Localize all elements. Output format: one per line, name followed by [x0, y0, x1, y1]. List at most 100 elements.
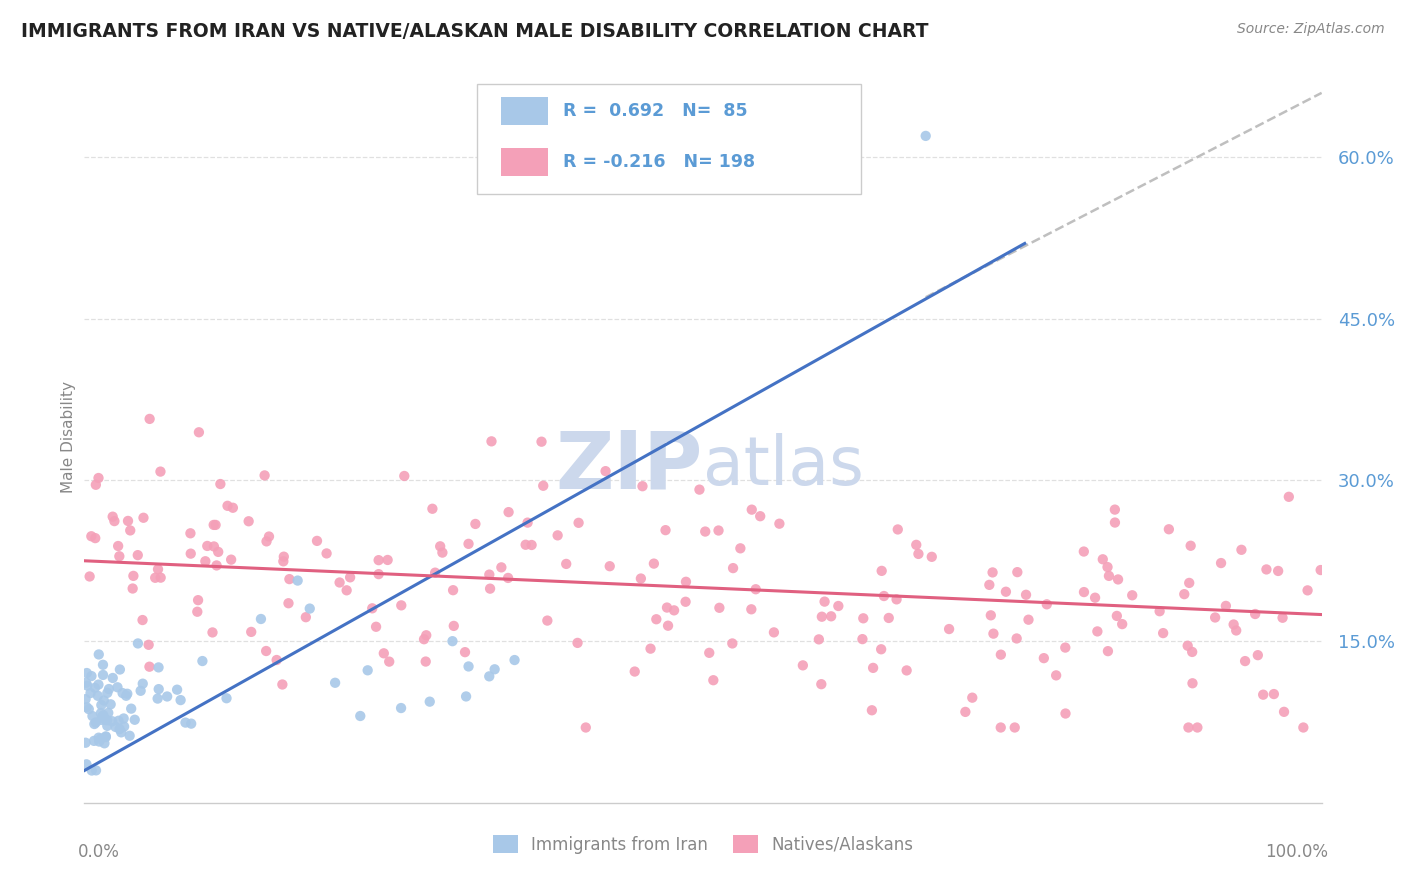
Point	[87, 648, 110, 662]
Point	[1173, 587, 1195, 601]
Point	[377, 553, 399, 567]
Point	[675, 574, 697, 589]
Point	[305, 533, 328, 548]
Point	[994, 584, 1017, 599]
Point	[1073, 544, 1095, 558]
Point	[655, 600, 678, 615]
Point	[531, 479, 554, 493]
Point	[83, 681, 105, 695]
Point	[520, 538, 543, 552]
Point	[1272, 705, 1295, 719]
Point	[415, 655, 437, 669]
Point	[240, 624, 263, 639]
Point	[870, 564, 893, 578]
Point	[457, 537, 479, 551]
Point	[107, 539, 129, 553]
Point	[516, 516, 538, 530]
Point	[429, 539, 451, 553]
Point	[457, 659, 479, 673]
Point	[479, 582, 502, 596]
Point	[101, 509, 124, 524]
Point	[1247, 648, 1270, 662]
Point	[367, 553, 389, 567]
Point	[1222, 617, 1244, 632]
Point	[186, 605, 208, 619]
Point	[389, 701, 412, 715]
Point	[1215, 599, 1237, 613]
Point	[79, 569, 101, 583]
Point	[111, 686, 134, 700]
Point	[536, 614, 558, 628]
Point	[127, 636, 149, 650]
Point	[148, 660, 170, 674]
Text: Source: ZipAtlas.com: Source: ZipAtlas.com	[1237, 22, 1385, 37]
Point	[124, 713, 146, 727]
Point	[96, 686, 118, 700]
Point	[1230, 542, 1253, 557]
Point	[983, 626, 1005, 640]
Point	[441, 634, 464, 648]
Point	[87, 677, 110, 691]
Point	[121, 582, 143, 596]
Point	[100, 698, 122, 712]
Point	[207, 545, 229, 559]
Point	[1054, 640, 1077, 655]
Point	[1296, 583, 1319, 598]
Point	[1036, 597, 1059, 611]
Point	[810, 677, 832, 691]
Point	[87, 731, 110, 745]
Point	[568, 516, 591, 530]
FancyBboxPatch shape	[477, 84, 862, 194]
Point	[148, 682, 170, 697]
Point	[697, 646, 720, 660]
Point	[273, 554, 295, 568]
Point	[645, 612, 668, 626]
Point	[76, 700, 98, 714]
Point	[93, 736, 115, 750]
Point	[90, 713, 112, 727]
Point	[914, 128, 936, 143]
Point	[1097, 644, 1119, 658]
Point	[149, 465, 172, 479]
Point	[138, 638, 160, 652]
Point	[820, 609, 842, 624]
Point	[907, 547, 929, 561]
Point	[94, 730, 117, 744]
Point	[1234, 654, 1257, 668]
Point	[1149, 604, 1171, 618]
Point	[1271, 611, 1294, 625]
Point	[657, 618, 679, 632]
Point	[896, 664, 918, 678]
Point	[132, 510, 155, 524]
Point	[132, 676, 155, 690]
Point	[1032, 651, 1054, 665]
Point	[1178, 575, 1201, 590]
Point	[76, 666, 98, 681]
Point	[367, 567, 389, 582]
Point	[599, 559, 621, 574]
Point	[595, 464, 617, 478]
Point	[112, 719, 135, 733]
Point	[702, 673, 724, 688]
Point	[990, 648, 1012, 662]
Point	[1256, 562, 1278, 576]
Point	[1105, 608, 1128, 623]
Point	[373, 646, 395, 660]
Point	[990, 721, 1012, 735]
Point	[96, 719, 118, 733]
Point	[695, 524, 717, 539]
Point	[110, 725, 132, 739]
Point	[1018, 613, 1040, 627]
Point	[84, 764, 107, 778]
Point	[749, 509, 772, 524]
Point	[623, 665, 645, 679]
Point	[357, 663, 380, 677]
Point	[349, 709, 371, 723]
Point	[792, 658, 814, 673]
Point	[76, 679, 98, 693]
Point	[979, 578, 1001, 592]
Point	[364, 620, 387, 634]
Point	[120, 524, 142, 538]
Point	[1177, 721, 1199, 735]
Point	[852, 611, 875, 625]
